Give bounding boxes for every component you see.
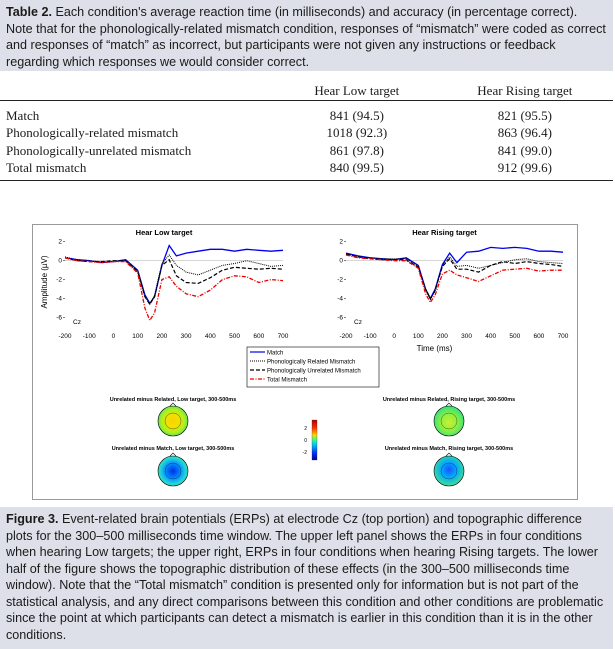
x-tick-label: 100 bbox=[413, 333, 424, 340]
erp-panel-low: 2 0 -2 -4 -6 -200 -100 0 100 200 300 400 500 600 700 Cz… bbox=[56, 228, 289, 340]
table-row: Match 841 (94.5) 821 (95.5) bbox=[0, 101, 613, 125]
table-header-rising: Hear Rising target bbox=[436, 82, 613, 101]
table-cell-rising: 912 (99.6) bbox=[436, 159, 613, 181]
x-tick-label: 200 bbox=[437, 333, 448, 340]
table-row: Phonologically-related mismatch 1018 (92… bbox=[0, 125, 613, 143]
table-cell-rising: 841 (99.0) bbox=[497, 142, 552, 158]
legend-label-match: Match bbox=[267, 351, 283, 357]
topo-title-ur-rising: Unrelated minus Related, Rising target, … bbox=[383, 397, 515, 403]
series-line-total bbox=[345, 254, 563, 304]
series-line-match bbox=[64, 244, 284, 305]
topo-map-um-rising bbox=[433, 452, 465, 487]
results-table: Hear Low target Hear Rising target Match… bbox=[0, 82, 613, 181]
table-cell-rising: 821 (95.5) bbox=[497, 107, 552, 123]
y-tick-label: -6 bbox=[337, 315, 343, 322]
topo-map-ur-rising bbox=[433, 402, 465, 437]
legend-label-unrelated: Phonologically Unrelated Mismatch bbox=[267, 369, 361, 375]
y-tick-label: -2 bbox=[337, 277, 343, 284]
series-line-unrelated bbox=[64, 257, 284, 306]
table-cell-low: 841 (94.5) bbox=[329, 107, 384, 123]
table-header-blank bbox=[0, 82, 277, 101]
table-cell-condition: Total mismatch bbox=[0, 159, 277, 181]
colorbar-tick-top: 2 bbox=[304, 426, 307, 432]
x-tick-label: 100 bbox=[132, 333, 143, 340]
table-row: Phonologically-unrelated mismatch 861 (9… bbox=[0, 142, 613, 160]
x-tick-label: 700 bbox=[558, 333, 569, 340]
y-tick-label: 0 bbox=[339, 258, 343, 265]
table-header-row: Hear Low target Hear Rising target bbox=[0, 82, 613, 101]
table-label: Table 2. bbox=[6, 5, 52, 19]
x-tick-label: 300 bbox=[181, 333, 192, 340]
figure-caption: Figure 3. Event-related brain potentials… bbox=[0, 507, 613, 649]
x-tick-label: 0 bbox=[112, 333, 116, 340]
y-tick-label: -6 bbox=[56, 315, 62, 322]
series-line-total bbox=[64, 257, 284, 322]
y-tick-label: 2 bbox=[339, 239, 343, 246]
erp-figure-svg: 20-2-4-6-200 -100 0 100 200 300 400 500 600 700Cz… bbox=[40, 228, 569, 487]
table-header-low: Hear Low target bbox=[277, 82, 437, 101]
x-tick-label: 500 bbox=[229, 333, 240, 340]
x-tick-label: -200 bbox=[339, 333, 352, 340]
table-caption: Table 2. Each condition's average reacti… bbox=[0, 0, 613, 71]
x-tick-label: -100 bbox=[364, 333, 377, 340]
x-tick-label: 400 bbox=[485, 333, 496, 340]
x-tick-label: 500 bbox=[509, 333, 520, 340]
series-line-match bbox=[345, 246, 564, 301]
x-tick-label: 0 bbox=[392, 333, 396, 340]
legend-label-total: Total Mismatch bbox=[267, 378, 307, 384]
x-tick-label: 400 bbox=[205, 333, 216, 340]
figure-label: Figure 3. bbox=[6, 512, 59, 526]
x-tick-label: 600 bbox=[533, 333, 544, 340]
table-cell-low: 861 (97.8) bbox=[329, 142, 384, 158]
electrode-label: Cz bbox=[73, 319, 81, 326]
erp-panel-rising: 2 0 -2 -4 -6 -200 -100 0 100 200 300 400 500 600 700 Cz… bbox=[337, 228, 569, 340]
table-cell-condition: Match bbox=[6, 107, 40, 123]
y-tick-label: -2 bbox=[56, 277, 62, 284]
y-tick-label: -4 bbox=[56, 296, 62, 303]
colorbar bbox=[311, 419, 318, 461]
x-tick-label: 200 bbox=[156, 333, 167, 340]
table-row: Total mismatch 840 (99.5) 912 (99.6) bbox=[0, 159, 613, 181]
table-caption-text: Each condition's average reaction time (… bbox=[6, 5, 606, 69]
x-tick-label: 700 bbox=[278, 333, 289, 340]
x-tick-label: 600 bbox=[253, 333, 264, 340]
figure-caption-text: Event-related brain potentials (ERPs) at… bbox=[6, 512, 604, 642]
topo-map-ur-low bbox=[157, 402, 189, 437]
topo-map-um-low bbox=[157, 452, 189, 487]
electrode-label: Cz bbox=[354, 319, 362, 326]
y-axis-label: Amplitude (µV) bbox=[40, 255, 49, 308]
legend-box bbox=[246, 346, 380, 388]
colorbar-tick-mid: 0 bbox=[304, 438, 307, 444]
table-cell-condition: Phonologically-unrelated mismatch bbox=[6, 142, 192, 158]
topo-title-um-low: Unrelated minus Match, Low target, 300-5… bbox=[112, 446, 235, 452]
y-tick-label: 0 bbox=[58, 258, 62, 265]
y-tick-label: 2 bbox=[58, 239, 62, 246]
x-axis-label: Time (ms) bbox=[417, 344, 453, 353]
panel-title: Hear Rising target bbox=[412, 228, 477, 237]
x-tick-label: -100 bbox=[83, 333, 96, 340]
table-cell-low: 1018 (92.3) bbox=[326, 125, 388, 141]
x-tick-label: 300 bbox=[461, 333, 472, 340]
topo-title-um-rising: Unrelated minus Match, Rising target, 30… bbox=[385, 446, 513, 452]
table-cell-condition: Phonologically-related mismatch bbox=[6, 125, 179, 141]
colorbar-tick-bottom: -2 bbox=[303, 450, 308, 456]
series-line-related bbox=[345, 253, 564, 301]
erp-figure: 2 0 -2 -4 -6 -200 -100 0 100 200 300 400 500 600 700 Cz… bbox=[32, 224, 578, 500]
y-tick-label: -4 bbox=[337, 296, 343, 303]
legend-label-related: Phonologically Related Mismatch bbox=[267, 360, 355, 366]
x-tick-label: -200 bbox=[58, 333, 71, 340]
table-cell-rising: 863 (96.4) bbox=[497, 125, 552, 141]
chart-legend: Match Phonologically Related Mismatch Ph… bbox=[246, 346, 380, 388]
table-cell-low: 840 (99.5) bbox=[277, 159, 437, 181]
panel-title: Hear Low target bbox=[136, 228, 193, 237]
topo-title-ur-low: Unrelated minus Related, Low target, 300… bbox=[110, 397, 237, 403]
